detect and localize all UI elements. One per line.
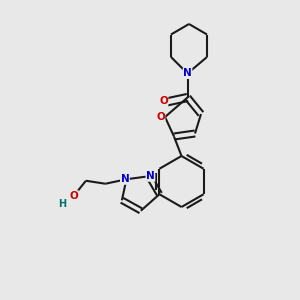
Text: O: O [70, 191, 78, 201]
Text: N: N [183, 68, 192, 79]
Text: N: N [146, 171, 155, 181]
Text: O: O [159, 96, 168, 106]
Text: O: O [156, 112, 165, 122]
Text: N: N [121, 174, 129, 184]
Text: H: H [58, 199, 67, 209]
